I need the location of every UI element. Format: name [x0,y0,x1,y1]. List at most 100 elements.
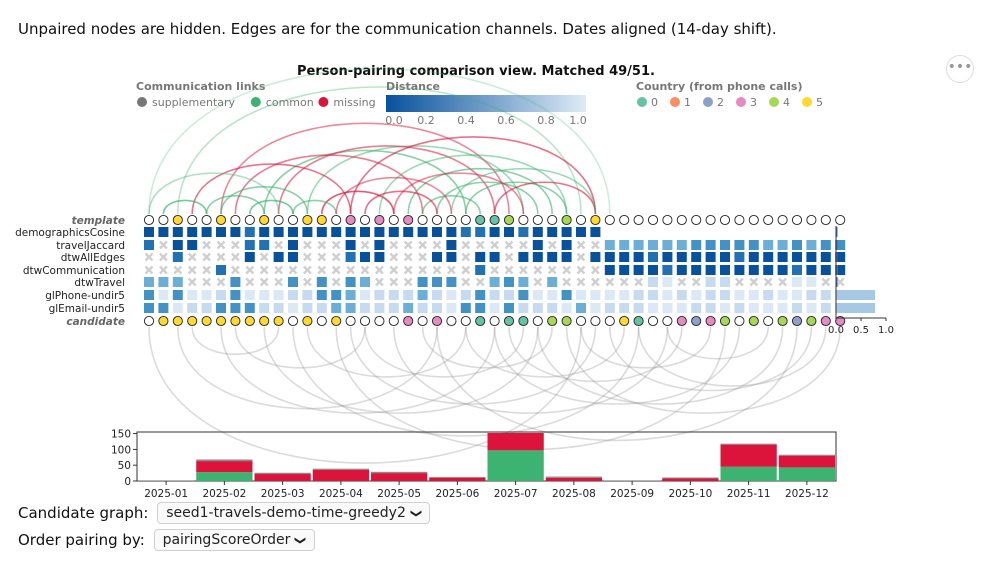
missing-cell [461,240,471,250]
more-options-button[interactable]: ••• [946,55,974,83]
missing-cell [216,252,226,262]
candidate-node [431,315,443,327]
distance-cell [489,252,500,262]
row-label: glEmail-undir5 [49,303,125,315]
row-bar-tick-label: 1.0 [878,325,894,336]
distance-cell [316,277,327,287]
distance-cell [288,277,298,287]
order-pairing-select[interactable]: pairingScoreOrder ❯ [153,529,315,551]
distance-cell [230,290,241,300]
distance-cell [604,303,615,313]
distance-cell [259,303,270,313]
distance-cell [259,290,270,300]
distance-cell [388,227,399,237]
template-node [763,214,774,226]
link-legend-label: supplementary [152,96,236,109]
missing-cell [778,277,787,287]
template-node [806,214,817,226]
distance-cell [331,290,342,300]
distance-matrix [144,227,846,313]
candidate-arc [393,326,669,414]
country-legend-swatch [637,97,647,107]
candidate-arc [609,326,813,392]
distance-cell [648,240,658,250]
communication-arc [349,136,597,215]
communication-arc [220,186,309,215]
distance-cell [705,277,716,287]
distance-cell [604,240,615,250]
x-tick-label: 2025-03 [261,488,305,500]
distance-cell [144,303,154,313]
monthly-histogram: 2025-01 2025-02 2025-03 2025-04 2025-05 2025-… [111,429,837,500]
distance-cell [806,265,817,275]
distance-cell [777,290,788,300]
distance-cell [777,240,788,250]
distance-cell [504,303,514,313]
candidate-graph-value: seed1-travels-demo-time-greedy2 [166,505,406,521]
template-node [374,214,385,226]
distance-gradient [386,95,586,112]
distance-cell [777,265,788,275]
candidate-arc [263,326,539,414]
template-nodes [143,214,846,226]
distance-cell [504,227,514,237]
candidate-graph-control: Candidate graph: seed1-travels-demo-time… [18,502,431,524]
template-node [719,214,731,226]
distance-cell [590,227,601,237]
distance-cell [806,252,817,262]
missing-cell [504,265,514,275]
candidate-arc [234,326,366,369]
distance-cell [792,240,802,250]
missing-cell [519,265,528,275]
distance-cell [648,277,658,287]
distance-cell [532,227,543,237]
distance-legend-title: Distance [386,80,440,93]
missing-cell [389,252,399,262]
template-node [230,214,241,226]
missing-cell [619,277,629,287]
distance-cell [590,303,601,313]
order-pairing-control: Order pairing by: pairingScoreOrder ❯ [18,529,315,551]
missing-cell [461,277,471,287]
template-node [503,214,515,226]
distance-cell [720,240,730,250]
candidate-node [259,315,270,327]
missing-cell [303,240,312,250]
candidate-graph-select[interactable]: seed1-travels-demo-time-greedy2 ❯ [157,502,431,524]
candidate-arc [637,326,827,387]
missing-cell [288,265,298,275]
template-node [547,214,558,226]
distance-cell [360,252,370,262]
missing-cell [346,265,355,275]
row-label: glPhone-undir5 [45,290,125,302]
distance-cell [259,240,270,250]
candidate-node [374,315,385,327]
distance-cell [446,240,457,250]
communication-arc [220,122,510,215]
candidate-node [230,315,241,327]
candidate-nodes [143,315,846,327]
candidate-node [633,315,644,327]
missing-cell [331,265,341,275]
country-legend-swatch [802,97,812,107]
candidate-node [417,315,428,327]
row-distance-bars: 0.0 0.5 1.0 [828,226,894,336]
distance-cell [172,240,183,250]
candidate-arc [666,326,769,360]
distance-cell [172,277,183,287]
distance-cell [532,252,543,262]
missing-cell [202,265,211,275]
template-node [748,214,759,226]
link-legend-label: missing [333,96,375,109]
missing-cell [231,265,240,275]
distance-cell [345,303,356,313]
row-label: demographicsCosine [15,227,125,239]
distance-cell [792,265,802,275]
distance-cell [489,290,500,300]
missing-cell [259,277,269,287]
distance-cell [403,290,414,300]
missing-cell [317,240,327,250]
distance-cell [676,265,687,275]
distance-cell [244,290,255,300]
template-node [475,214,486,226]
